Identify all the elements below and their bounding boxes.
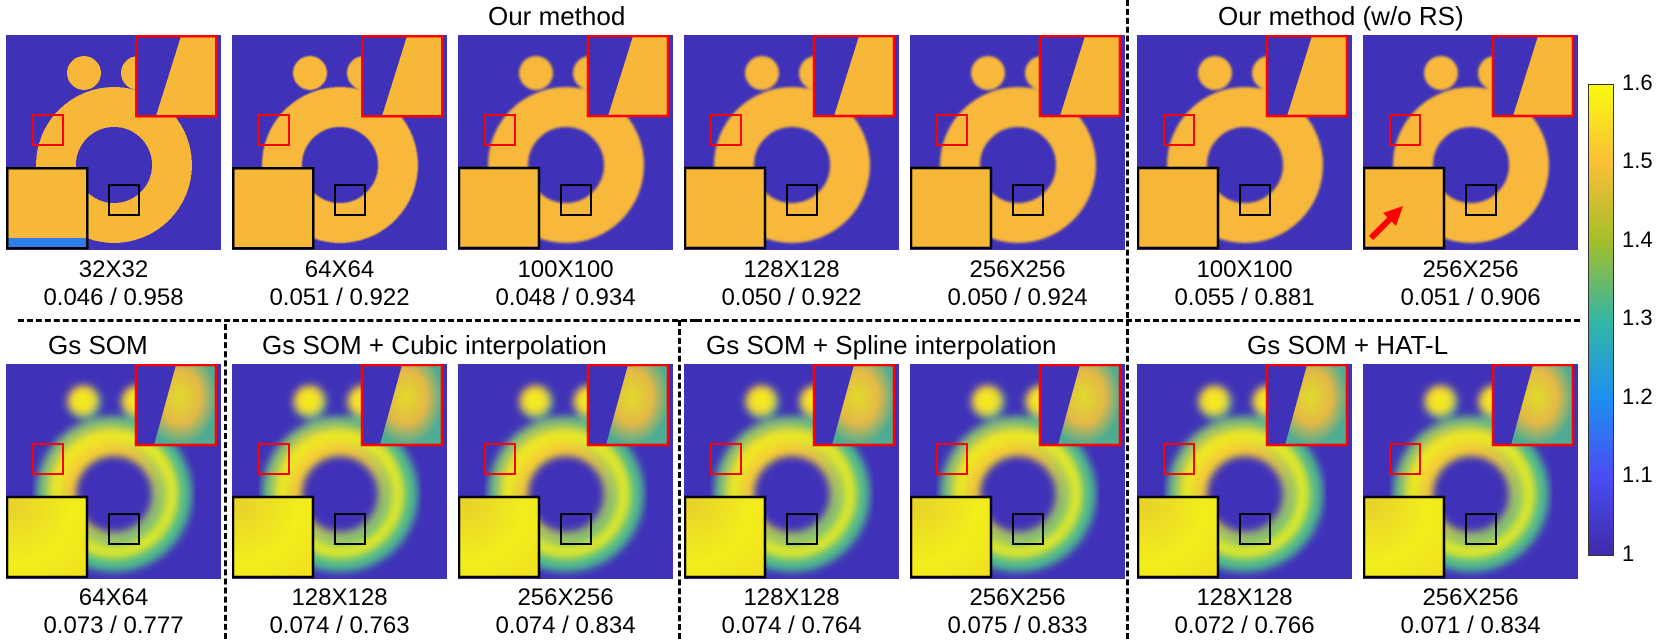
caption-top-3: 100X100 0.048 / 0.934	[495, 256, 636, 311]
separator-vertical-bottom-1	[224, 324, 227, 639]
panel-bottom-2	[232, 364, 447, 579]
header-our-method: Our method	[488, 1, 626, 31]
panel-top-6	[1137, 35, 1352, 250]
caption-bottom-3: 256X256 0.074 / 0.834	[495, 584, 636, 639]
caption-bottom-4: 128X128 0.074 / 0.764	[721, 584, 862, 639]
colorbar-tick: 1.6	[1622, 70, 1653, 95]
header-gs-som-hat: Gs SOM + HAT-L	[1247, 330, 1449, 360]
panel-bottom-7	[1363, 364, 1578, 579]
caption-bottom-5: 256X256 0.075 / 0.833	[947, 584, 1088, 639]
caption-bottom-6: 128X128 0.072 / 0.766	[1174, 584, 1315, 639]
caption-top-5: 256X256 0.050 / 0.924	[947, 256, 1088, 311]
caption-top-4: 128X128 0.050 / 0.922	[721, 256, 862, 311]
colorbar-tick: 1.4	[1622, 227, 1653, 252]
caption-bottom-2: 128X128 0.074 / 0.763	[269, 584, 410, 639]
caption-bottom-1: 64X64 0.073 / 0.777	[43, 584, 184, 639]
panel-top-1	[6, 35, 221, 250]
colorbar-tick: 1.1	[1622, 462, 1653, 487]
caption-top-6: 100X100 0.055 / 0.881	[1174, 256, 1315, 311]
colorbar-tick: 1.2	[1622, 384, 1653, 409]
separator-horizontal-right	[696, 319, 1580, 322]
panel-bottom-6	[1137, 364, 1352, 579]
separator-horizontal-left	[18, 319, 696, 322]
panel-bottom-5	[910, 364, 1125, 579]
header-gs-som-cubic: Gs SOM + Cubic interpolation	[262, 330, 607, 360]
header-gs-som-spline: Gs SOM + Spline interpolation	[706, 330, 1057, 360]
colorbar-tick: 1.5	[1622, 148, 1653, 173]
separator-vertical-bottom-3	[1126, 320, 1129, 639]
caption-top-1: 32X32 0.046 / 0.958	[43, 256, 184, 311]
panel-bottom-1	[6, 364, 221, 579]
panel-top-4	[684, 35, 899, 250]
colorbar-tick: 1	[1622, 541, 1635, 566]
panel-top-3	[458, 35, 673, 250]
caption-top-2: 64X64 0.051 / 0.922	[269, 256, 410, 311]
caption-bottom-7: 256X256 0.071 / 0.834	[1400, 584, 1541, 639]
caption-top-7: 256X256 0.051 / 0.906	[1400, 256, 1541, 311]
panel-bottom-4	[684, 364, 899, 579]
arrow-icon	[1368, 206, 1403, 241]
panel-bottom-3	[458, 364, 673, 579]
header-our-method-wo-rs: Our method (w/o RS)	[1218, 1, 1464, 31]
separator-vertical-bottom-2	[678, 320, 681, 639]
panel-top-7	[1363, 35, 1578, 250]
panel-top-2	[232, 35, 447, 250]
colorbar	[1588, 84, 1614, 556]
panel-top-5	[910, 35, 1125, 250]
colorbar-tick: 1.3	[1622, 305, 1653, 330]
separator-vertical-top	[1126, 0, 1129, 318]
header-gs-som: Gs SOM	[48, 330, 148, 360]
